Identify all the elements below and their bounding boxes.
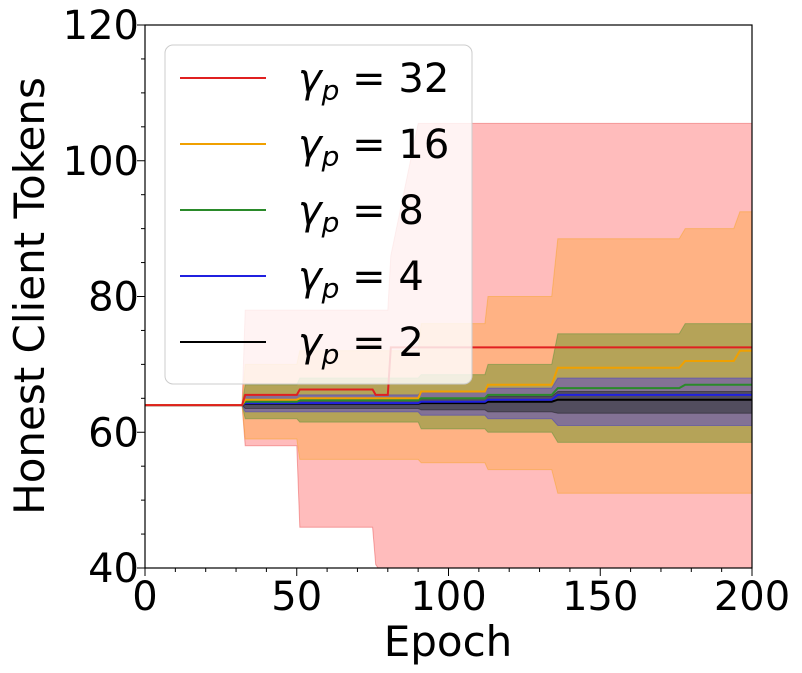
x-tick-label: 200 — [714, 574, 790, 620]
line-series-2 — [145, 383, 752, 407]
x-tick-label: 100 — [410, 574, 486, 620]
line-series-1 — [145, 349, 752, 407]
legend-entry-label: γp = 4 — [298, 254, 424, 305]
x-tick-label: 150 — [562, 574, 638, 620]
y-tick-label: 100 — [63, 139, 139, 185]
x-axis-ticks: 0 50 100 150 200 — [132, 568, 790, 620]
x-tick-label: 50 — [271, 574, 322, 620]
y-tick-label: 80 — [88, 275, 139, 321]
y-tick-label: 60 — [88, 410, 139, 456]
y-axis-title: Honest Client Tokens — [5, 77, 54, 515]
legend-box — [164, 44, 473, 385]
y-tick-label: 40 — [88, 546, 139, 592]
x-tick-label: 0 — [132, 574, 157, 620]
x-axis-title: Epoch — [384, 617, 513, 666]
legend-entry-label: γp = 16 — [298, 122, 449, 173]
legend: γp = 32 γp = 16 γp = 8 γp = 4 γp = 2 — [164, 44, 473, 385]
legend-entry-label: γp = 8 — [298, 188, 424, 239]
legend-entry-label: γp = 32 — [298, 56, 449, 107]
series-lines — [145, 346, 752, 407]
y-axis-ticks: 40 60 80 100 120 — [63, 3, 145, 592]
y-tick-label: 120 — [63, 3, 139, 49]
legend-entry-label: γp = 2 — [298, 320, 424, 371]
